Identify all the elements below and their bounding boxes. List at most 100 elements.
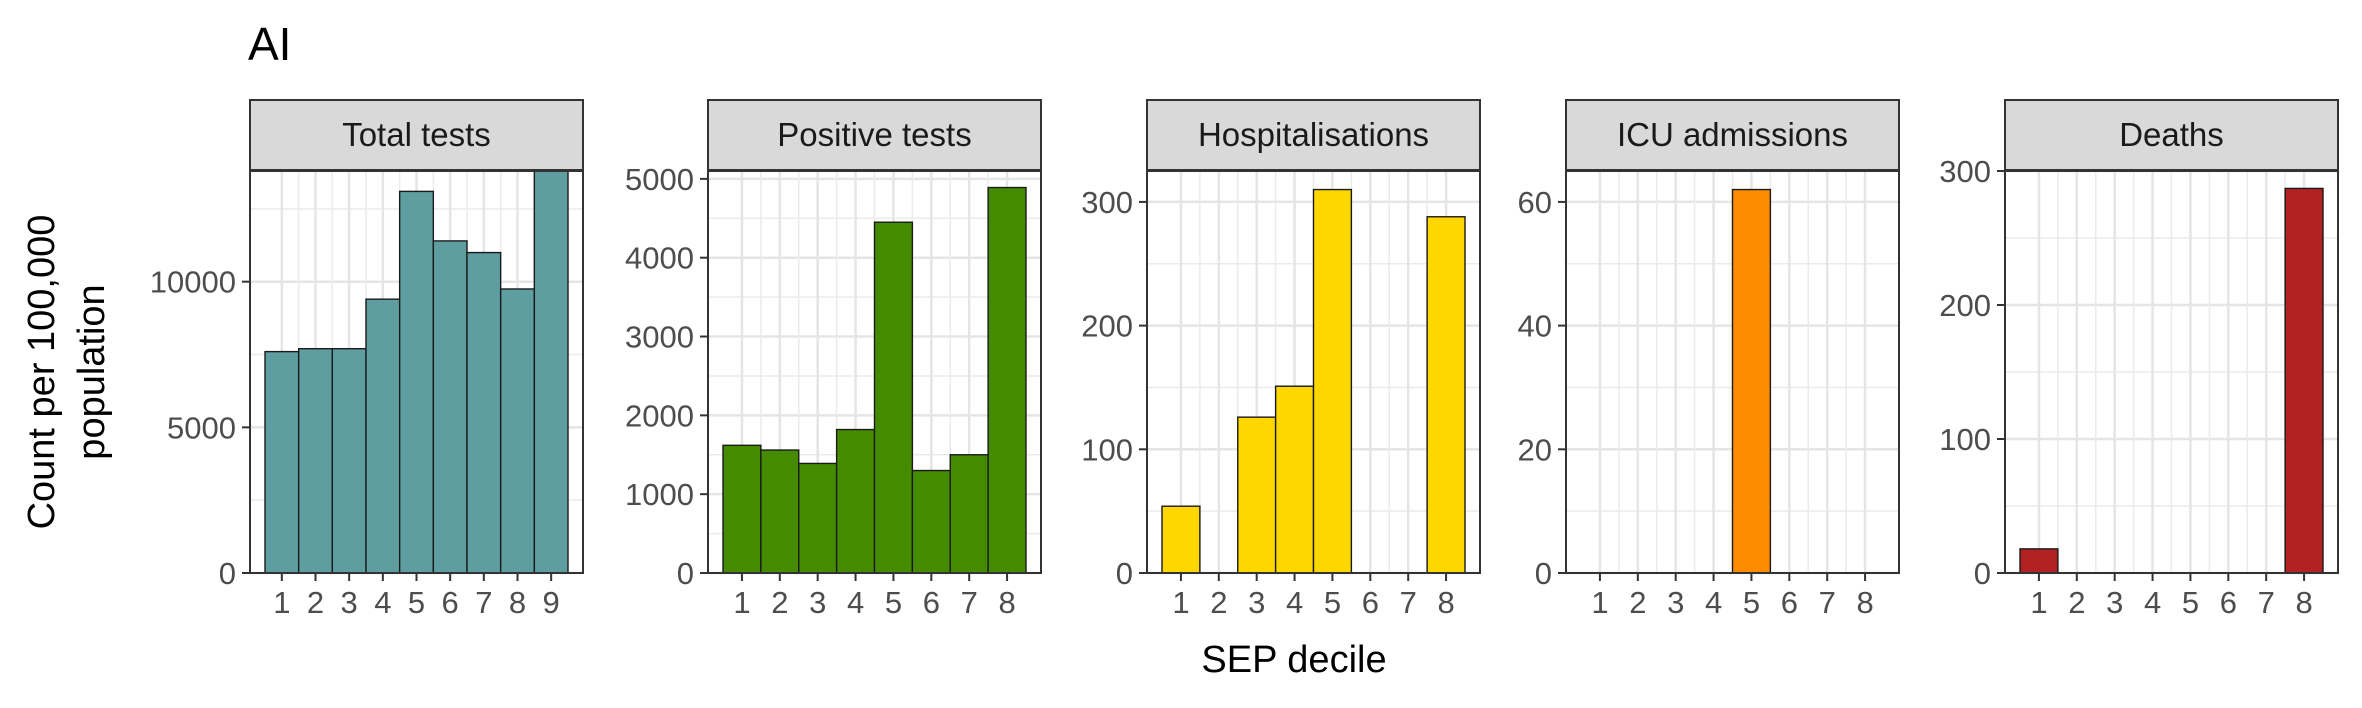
x-tick-label: 8 bbox=[509, 585, 526, 620]
bar-8 bbox=[987, 186, 1027, 574]
x-tick-label: 4 bbox=[847, 585, 864, 620]
x-tick-label: 3 bbox=[1667, 585, 1684, 620]
bar-8 bbox=[499, 288, 536, 574]
bar-3 bbox=[331, 347, 367, 574]
x-tick-label: 6 bbox=[923, 585, 940, 620]
bar-4 bbox=[835, 428, 876, 574]
x-tick-label: 3 bbox=[1248, 585, 1265, 620]
facet-strip bbox=[707, 99, 1042, 171]
y-tick-label: 3000 bbox=[625, 320, 694, 355]
x-tick-label: 7 bbox=[475, 585, 492, 620]
y-tick-label: 200 bbox=[1939, 288, 1991, 323]
y-tick-label: 5000 bbox=[625, 162, 694, 197]
x-tick-label: 1 bbox=[273, 585, 290, 620]
bar-3 bbox=[1237, 416, 1277, 574]
y-tick-label: 100 bbox=[1081, 432, 1133, 467]
panel-3: Hospitalisations 0 100 200 300 1 2 3 4 5 6 7 8 bbox=[1081, 99, 1481, 620]
bar-3 bbox=[798, 462, 838, 574]
bar-5 bbox=[873, 221, 914, 574]
x-tick-label: 4 bbox=[374, 585, 391, 620]
y-tick-label: 10000 bbox=[150, 265, 236, 300]
bar-8 bbox=[2284, 187, 2324, 574]
y-tick-label: 100 bbox=[1939, 422, 1991, 457]
x-tick-label: 5 bbox=[2182, 585, 2199, 620]
x-tick-label: 5 bbox=[885, 585, 902, 620]
x-tick-label: 7 bbox=[1819, 585, 1836, 620]
bar-1 bbox=[2019, 548, 2059, 574]
x-tick-label: 2 bbox=[2068, 585, 2085, 620]
x-tick-label: 6 bbox=[2220, 585, 2237, 620]
bar-4 bbox=[1274, 385, 1315, 574]
bar-7 bbox=[466, 251, 502, 574]
x-tick-label: 4 bbox=[1286, 585, 1303, 620]
x-tick-label: 8 bbox=[998, 585, 1015, 620]
x-tick-label: 7 bbox=[961, 585, 978, 620]
y-tick-label: 2000 bbox=[625, 398, 694, 433]
panel-4: ICU admissions 0 20 40 60 1 2 3 4 5 6 7 8 bbox=[1518, 99, 1900, 620]
y-tick-label: 20 bbox=[1518, 432, 1552, 467]
x-tick-label: 2 bbox=[1210, 585, 1227, 620]
bar-6 bbox=[432, 240, 468, 574]
y-tick-label: 40 bbox=[1518, 309, 1552, 344]
facet-strip bbox=[1146, 99, 1481, 171]
x-tick-label: 3 bbox=[2106, 585, 2123, 620]
bar-1 bbox=[264, 350, 300, 574]
facet-title: ICU admissions bbox=[1617, 116, 1848, 153]
y-tick-label: 0 bbox=[219, 556, 236, 591]
facet-title: Total tests bbox=[342, 116, 491, 153]
bar-4 bbox=[365, 298, 401, 574]
x-tick-label: 1 bbox=[1172, 585, 1189, 620]
bar-9 bbox=[533, 170, 569, 574]
bar-1 bbox=[722, 444, 762, 574]
bar-1 bbox=[1161, 505, 1201, 574]
facet-strip bbox=[2004, 99, 2339, 171]
x-tick-label: 8 bbox=[1437, 585, 1454, 620]
x-tick-label: 2 bbox=[307, 585, 324, 620]
facet-strip bbox=[249, 99, 584, 171]
bar-6 bbox=[911, 469, 951, 574]
y-tick-label: 200 bbox=[1081, 309, 1133, 344]
y-tick-label: 300 bbox=[1081, 185, 1133, 220]
y-axis-title-line2: population bbox=[71, 284, 113, 459]
panel-2: Positive tests 0 1000 2000 3000 4000 5000 1 2 3 4 5… bbox=[625, 99, 1042, 620]
y-tick-label: 0 bbox=[1116, 556, 1133, 591]
x-tick-label: 3 bbox=[809, 585, 826, 620]
x-tick-label: 1 bbox=[733, 585, 750, 620]
x-tick-label: 7 bbox=[2258, 585, 2275, 620]
x-tick-label: 1 bbox=[1591, 585, 1608, 620]
facet-strip bbox=[1565, 99, 1900, 171]
y-tick-label: 1000 bbox=[625, 477, 694, 512]
bar-5 bbox=[1731, 188, 1772, 574]
x-tick-label: 5 bbox=[408, 585, 425, 620]
x-tick-label: 6 bbox=[1781, 585, 1798, 620]
x-tick-label: 4 bbox=[1705, 585, 1722, 620]
bar-5 bbox=[1312, 188, 1353, 574]
panel-5: Deaths 0 100 200 300 1 2 3 4 5 6 7 8 bbox=[1939, 99, 2339, 620]
x-tick-label: 2 bbox=[771, 585, 788, 620]
y-tick-label: 4000 bbox=[625, 241, 694, 276]
x-tick-label: 8 bbox=[1856, 585, 1873, 620]
y-tick-label: 5000 bbox=[167, 410, 236, 445]
x-tick-label: 7 bbox=[1400, 585, 1417, 620]
bar-2 bbox=[297, 347, 334, 574]
facet-title: Deaths bbox=[2119, 116, 2224, 153]
bar-2 bbox=[760, 449, 800, 574]
bar-7 bbox=[949, 454, 989, 574]
x-tick-label: 5 bbox=[1324, 585, 1341, 620]
y-tick-label: 60 bbox=[1518, 185, 1552, 220]
x-tick-label: 8 bbox=[2295, 585, 2312, 620]
facet-title: Hospitalisations bbox=[1198, 116, 1429, 153]
y-axis-title-line1: Count per 100,000 bbox=[21, 215, 63, 530]
x-axis-title: SEP decile bbox=[1201, 639, 1386, 681]
facet-title: Positive tests bbox=[777, 116, 971, 153]
panel-1: Total tests 0 5000 10000 1 2 3 4 5 6 7 8 9 bbox=[150, 99, 584, 620]
x-tick-label: 3 bbox=[341, 585, 358, 620]
x-tick-label: 1 bbox=[2030, 585, 2047, 620]
figure-tag: AI bbox=[248, 18, 291, 70]
x-tick-label: 5 bbox=[1743, 585, 1760, 620]
x-tick-label: 6 bbox=[1362, 585, 1379, 620]
y-tick-label: 0 bbox=[677, 556, 694, 591]
y-tick-label: 0 bbox=[1535, 556, 1552, 591]
